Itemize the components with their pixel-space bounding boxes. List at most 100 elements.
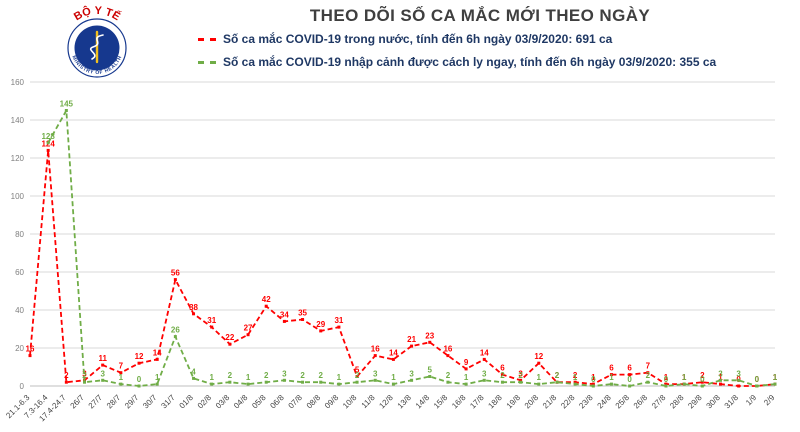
data-label: 145 xyxy=(60,100,74,109)
x-tick-label: 15/8 xyxy=(432,393,450,411)
data-label: 1 xyxy=(209,373,214,382)
x-tick-label: 22/8 xyxy=(559,393,577,411)
data-label: 1 xyxy=(609,373,614,382)
x-tick-label: 25/8 xyxy=(614,393,632,411)
x-tick-label: 08/8 xyxy=(305,393,323,411)
x-tick-label: 31/8 xyxy=(723,393,741,411)
red-dash-icon xyxy=(198,37,216,41)
data-label: 34 xyxy=(280,310,289,319)
data-label: 1 xyxy=(773,373,778,382)
data-label: 1 xyxy=(246,373,251,382)
x-tick-label: 13/8 xyxy=(396,393,414,411)
x-tick-label: 01/8 xyxy=(178,393,196,411)
x-tick-label: 19/8 xyxy=(505,393,523,411)
data-label: 1 xyxy=(773,373,778,382)
x-tick-label: 16/8 xyxy=(450,393,468,411)
data-label: 1 xyxy=(391,373,396,382)
data-label: 3 xyxy=(718,369,723,378)
x-tick-label: 29/7 xyxy=(123,393,141,411)
covid-daily-cases-line-chart: 02040608010012014016021.1-6.37.3-16.417.… xyxy=(4,78,778,424)
x-tick-label: 27/7 xyxy=(87,393,105,411)
data-label: 1 xyxy=(591,373,596,382)
data-label: 2 xyxy=(446,371,451,380)
caduceus-icon xyxy=(89,30,104,64)
data-label: 31 xyxy=(334,316,343,325)
data-label: 6 xyxy=(500,364,505,373)
data-label: 26 xyxy=(171,326,180,335)
data-label: 2 xyxy=(573,371,578,380)
y-tick-label: 100 xyxy=(11,192,25,201)
data-label: 35 xyxy=(298,309,307,318)
data-label: 3 xyxy=(482,369,487,378)
x-tick-label: 1/9 xyxy=(744,393,759,408)
data-label: 12 xyxy=(534,352,543,361)
x-tick-label: 06/8 xyxy=(268,393,286,411)
y-tick-label: 160 xyxy=(11,78,25,87)
data-label: 1 xyxy=(682,373,687,382)
logo-top-text: BỘ Y TẾ xyxy=(72,4,123,23)
x-tick-label: 2/9 xyxy=(762,393,777,408)
x-axis-labels: 21.1-6.37.3-16.417.4-24.7 26/7 27/7 28/7 29/… xyxy=(4,393,777,424)
data-label: 3 xyxy=(373,369,378,378)
data-label: 22 xyxy=(225,333,234,342)
data-label: 12 xyxy=(135,352,144,361)
data-label: 0 xyxy=(137,375,142,384)
x-tick-label: 31/7 xyxy=(159,393,177,411)
data-label: 2 xyxy=(300,371,305,380)
x-tick-label: 04/8 xyxy=(232,393,250,411)
data-label: 1 xyxy=(119,373,124,382)
data-label: 2 xyxy=(555,371,560,380)
data-label: 6 xyxy=(609,364,614,373)
data-label: 2 xyxy=(555,371,560,380)
data-label: 56 xyxy=(171,269,180,278)
x-tick-label: 30/7 xyxy=(141,393,159,411)
x-tick-label: 28/8 xyxy=(668,393,686,411)
data-label: 23 xyxy=(425,331,434,340)
data-label: 1 xyxy=(664,373,669,382)
data-label: 31 xyxy=(207,316,216,325)
data-label: 1 xyxy=(718,373,723,382)
data-label: 3 xyxy=(282,369,287,378)
y-tick-label: 120 xyxy=(11,154,25,163)
data-label: 3 xyxy=(736,369,741,378)
data-label: 14 xyxy=(480,348,489,357)
x-tick-label: 03/8 xyxy=(214,393,232,411)
data-label: 27 xyxy=(244,324,253,333)
x-tick-label: 23/8 xyxy=(577,393,595,411)
data-label: 2 xyxy=(228,371,233,380)
y-tick-label: 20 xyxy=(15,344,24,353)
data-label: 2 xyxy=(700,371,705,380)
chart-legend: Số ca mắc COVID-19 trong nước, tính đến … xyxy=(198,32,716,78)
x-tick-label: 05/8 xyxy=(250,393,268,411)
x-tick-label: 09/8 xyxy=(323,393,341,411)
page-title: THEO DÕI SỐ CA MẮC MỚI THEO NGÀY xyxy=(309,6,651,25)
data-label: 2 xyxy=(500,371,505,380)
x-tick-label: 07/8 xyxy=(287,393,305,411)
x-tick-label: 27/8 xyxy=(650,393,668,411)
x-tick-label: 02/8 xyxy=(196,393,214,411)
y-tick-label: 60 xyxy=(15,268,24,277)
data-label: 5 xyxy=(355,366,360,375)
data-label: 7 xyxy=(119,362,124,371)
x-tick-label: 17/8 xyxy=(468,393,486,411)
x-tick-label: 28/7 xyxy=(105,393,123,411)
data-label: 1 xyxy=(464,373,469,382)
x-tick-label: 20/8 xyxy=(523,393,541,411)
data-label: 0 xyxy=(700,375,705,384)
data-label: 0 xyxy=(664,375,669,384)
x-tick-label: 26/7 xyxy=(69,393,87,411)
data-label: 2 xyxy=(355,371,360,380)
data-label: 1 xyxy=(155,373,160,382)
data-label: 3 xyxy=(518,369,523,378)
data-label: 2 xyxy=(518,371,523,380)
data-label: 14 xyxy=(389,348,398,357)
x-tick-label: 30/8 xyxy=(705,393,723,411)
data-label: 3 xyxy=(82,369,87,378)
data-label: 42 xyxy=(262,295,271,304)
legend-item-imported: Số ca mắc COVID-19 nhập cảnh được cách l… xyxy=(198,55,716,69)
x-tick-label: 12/8 xyxy=(377,393,395,411)
legend-label-domestic: Số ca mắc COVID-19 trong nước, tính đến … xyxy=(223,32,613,46)
data-label: 2 xyxy=(82,371,87,380)
x-tick-label: 14/8 xyxy=(414,393,432,411)
